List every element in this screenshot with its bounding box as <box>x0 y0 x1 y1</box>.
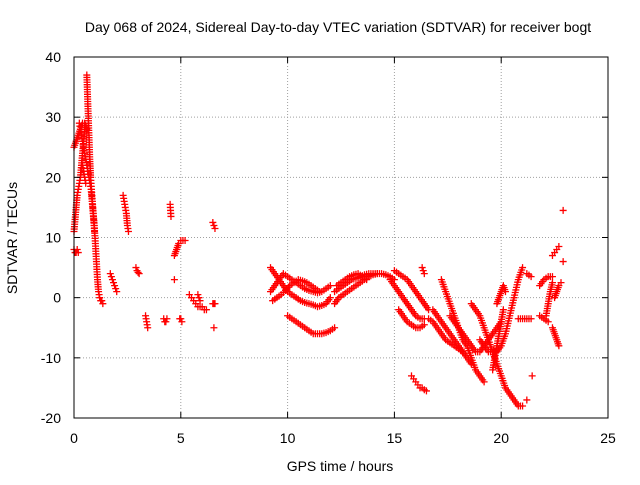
data-point-marker <box>195 294 203 302</box>
data-point-marker <box>544 318 552 326</box>
data-points <box>70 71 567 410</box>
data-point-marker <box>326 282 334 290</box>
grid-lines <box>74 57 608 418</box>
data-point-marker <box>555 342 563 350</box>
data-point-marker <box>112 285 120 293</box>
data-point-marker <box>170 276 178 284</box>
chart-title: Day 068 of 2024, Sidereal Day-to-day VTE… <box>85 19 591 35</box>
data-point-marker <box>106 270 114 278</box>
data-point-marker <box>326 294 334 302</box>
data-point-marker <box>111 282 119 290</box>
data-point-marker <box>74 249 82 257</box>
y-tick-label: 20 <box>45 169 61 185</box>
data-point-marker <box>559 206 567 214</box>
data-point-marker <box>422 387 430 395</box>
data-point-marker <box>211 224 219 232</box>
x-tick-label: 10 <box>280 430 296 446</box>
data-point-marker <box>519 402 527 410</box>
data-point-marker <box>144 324 152 332</box>
data-point-marker <box>555 243 563 251</box>
x-axis-label: GPS time / hours <box>287 458 394 474</box>
data-point-marker <box>163 315 171 323</box>
x-tick-label: 20 <box>493 430 509 446</box>
data-point-marker <box>501 288 509 296</box>
data-point-marker <box>73 246 81 254</box>
data-point-marker <box>527 273 535 281</box>
data-point-marker <box>135 270 143 278</box>
y-tick-label: -10 <box>41 350 61 366</box>
x-tick-label: 15 <box>387 430 403 446</box>
data-point-marker <box>108 276 116 284</box>
data-point-marker <box>98 297 106 305</box>
data-point-marker <box>178 318 186 326</box>
data-point-marker <box>557 279 565 287</box>
data-point-marker <box>559 258 567 266</box>
data-point-marker <box>519 264 527 272</box>
data-point-marker <box>419 267 427 275</box>
data-point-marker <box>107 273 115 281</box>
y-axis-label: SDTVAR / TECUs <box>4 182 20 294</box>
data-point-marker <box>196 297 204 305</box>
data-point-marker <box>91 227 99 235</box>
data-point-marker <box>418 264 426 272</box>
data-point-marker <box>527 315 535 323</box>
x-tick-label: 5 <box>177 430 185 446</box>
data-point-marker <box>316 288 324 296</box>
data-point-marker <box>480 378 488 386</box>
data-point-marker <box>420 321 428 329</box>
y-tick-label: -20 <box>41 410 61 426</box>
axis-ticks: 0 5 10 15 20 25 -20 -10 0 10 20 30 40 <box>41 49 616 446</box>
data-point-marker <box>162 318 170 326</box>
data-point-marker <box>134 268 142 276</box>
data-point-marker <box>210 221 218 229</box>
data-point-marker <box>177 315 185 323</box>
data-point-marker <box>202 306 210 314</box>
data-point-marker <box>363 276 371 284</box>
data-point-marker <box>82 179 90 187</box>
y-tick-label: 30 <box>45 109 61 125</box>
data-point-marker <box>113 288 121 296</box>
data-point-marker <box>99 300 107 308</box>
data-point-marker <box>167 212 175 220</box>
data-point-marker <box>523 396 531 404</box>
x-tick-label: 0 <box>70 430 78 446</box>
data-point-marker <box>548 279 556 287</box>
data-point-marker <box>373 270 381 278</box>
y-tick-label: 0 <box>53 290 61 306</box>
data-point-marker <box>420 270 428 278</box>
x-tick-label: 25 <box>600 430 616 446</box>
y-tick-label: 10 <box>45 230 61 246</box>
data-point-marker <box>548 273 556 281</box>
data-point-marker <box>211 300 219 308</box>
data-point-marker <box>284 283 292 291</box>
data-point-marker <box>132 264 140 272</box>
data-point-marker <box>124 227 132 235</box>
data-point-marker <box>210 324 218 332</box>
data-point-marker <box>181 237 189 245</box>
data-point-marker <box>528 372 536 380</box>
data-point-marker <box>499 306 507 314</box>
y-tick-label: 40 <box>45 49 61 65</box>
data-point-marker <box>209 218 217 226</box>
data-point-marker <box>194 291 202 299</box>
data-point-marker <box>331 324 339 332</box>
data-point-marker <box>110 279 118 287</box>
